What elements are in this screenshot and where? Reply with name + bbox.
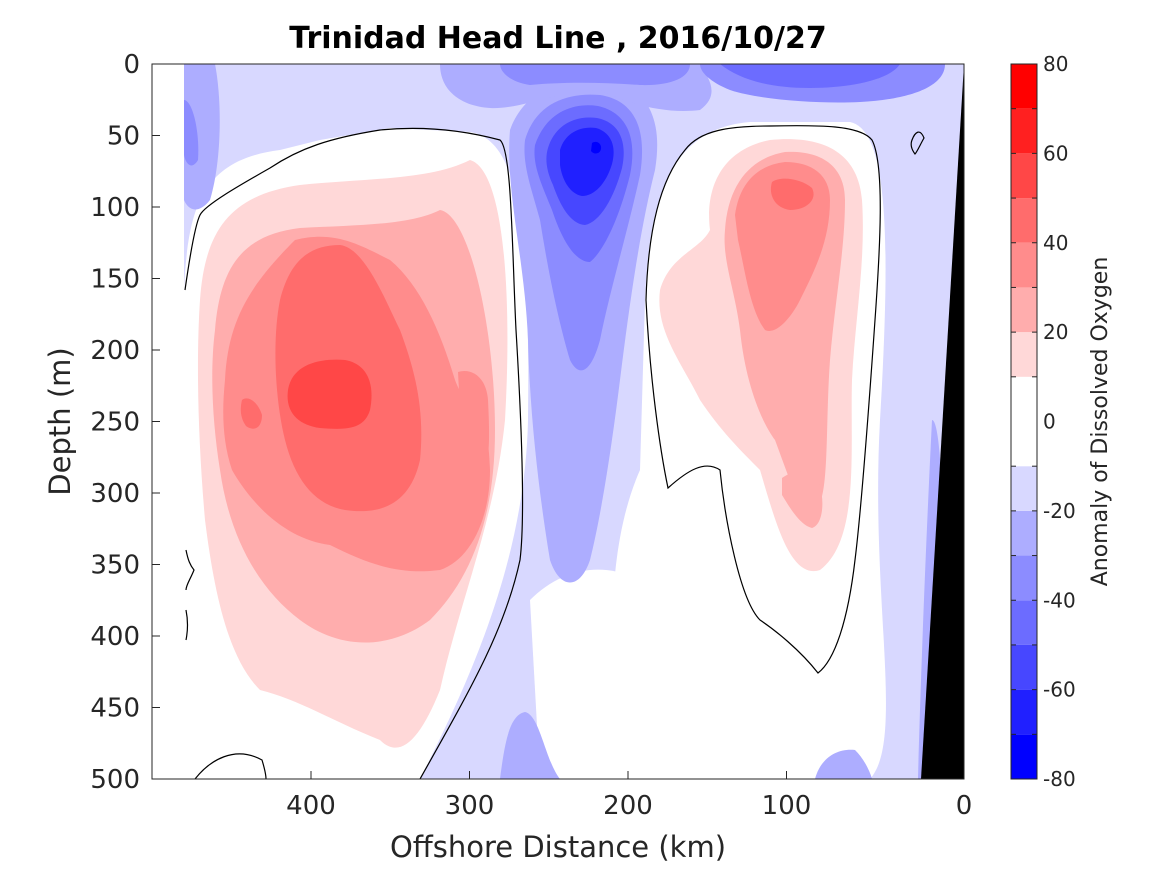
colorbar-tick-label: -20	[1043, 499, 1076, 523]
zero-contour-offshore-line	[184, 127, 524, 779]
x-tick-label: 100	[762, 791, 812, 821]
colorbar-tick-label: -80	[1043, 767, 1076, 791]
y-tick-label: 0	[123, 50, 140, 80]
contour-neg-30-surface	[500, 64, 690, 86]
zero-contour-edge-line-2	[185, 609, 189, 641]
colorbar-tick-label: 40	[1043, 231, 1068, 255]
contour-fill-layers	[184, 64, 945, 779]
zero-contour-nearshore-line	[645, 125, 881, 674]
colorbar-swatch	[1011, 376, 1037, 467]
seafloor-mask	[921, 64, 964, 779]
y-tick-label: 150	[90, 265, 140, 295]
contour-neg-20-nearshore-wall	[918, 420, 943, 779]
zero-contour-edge-line	[185, 549, 195, 591]
colorbar-swatch	[1011, 600, 1037, 645]
contour-neg-40-surface-right	[720, 64, 900, 88]
colorbar-tick-label: 60	[1043, 141, 1068, 165]
colorbar-ticks	[1011, 63, 1037, 780]
chart-title: Trinidad Head Line , 2016/10/27	[289, 21, 826, 56]
colorbar-swatch	[1011, 689, 1037, 735]
contour-pos-50-nearshore	[770, 178, 814, 210]
x-tick-label: 400	[286, 791, 336, 821]
x-tick-label: 200	[603, 791, 653, 821]
contour-zero-bottom-center	[530, 569, 640, 779]
zero-contour-lines	[184, 125, 925, 779]
contour-pos-60-offshore	[287, 359, 372, 429]
colorbar-swatch	[1011, 108, 1037, 154]
colorbar-swatch	[1011, 644, 1037, 690]
colorbar-swatch	[1011, 153, 1037, 199]
zero-contour-bottom-left-line	[194, 753, 267, 779]
y-tick-label: 250	[90, 408, 140, 438]
x-axis: 400 300 200 100 0 Offshore Distance (km)	[286, 771, 972, 864]
contour-neg-20-bottom-right	[815, 749, 872, 779]
y-tick-label: 200	[90, 336, 140, 366]
colorbar-swatch	[1011, 64, 1037, 109]
colorbar-tick-label: 0	[1043, 410, 1056, 434]
contour-neg-70-center	[591, 141, 602, 154]
y-axis: 0 50 100 150 200 250 300 350 400 450 500…	[43, 50, 160, 795]
contour-pos-40-spot	[458, 370, 490, 470]
x-tick-label: 300	[445, 791, 495, 821]
colorbar-swatch	[1011, 555, 1037, 601]
y-tick-label: 350	[90, 551, 140, 581]
y-tick-label: 450	[90, 694, 140, 724]
colorbar-label: Anomaly of Dissolved Oxygen	[1088, 257, 1113, 587]
colorbar-swatches	[1011, 64, 1037, 779]
plot-area	[152, 64, 964, 779]
contour-pos-50-spot	[240, 398, 262, 429]
colorbar-tick-label: -40	[1043, 588, 1076, 612]
y-tick-label: 100	[90, 193, 140, 223]
x-tick-label: 0	[956, 791, 973, 821]
colorbar-swatch	[1011, 510, 1037, 556]
contour-neg-30-offshore-edge	[184, 100, 199, 166]
colorbar: 80 60 40 20 0 -20 -40 -60 -80 Anomaly of…	[1010, 52, 1113, 791]
colorbar-swatch	[1011, 466, 1037, 511]
colorbar-swatch	[1011, 198, 1037, 243]
colorbar-tick-label: 80	[1043, 52, 1068, 76]
colorbar-swatch	[1011, 242, 1037, 288]
y-tick-label: 300	[90, 479, 140, 509]
colorbar-frame	[1010, 63, 1038, 780]
y-tick-label: 400	[90, 622, 140, 652]
colorbar-tick-label: 20	[1043, 320, 1068, 344]
contour-neg-20-offshore-edge	[184, 64, 220, 210]
colorbar-swatch	[1011, 287, 1037, 333]
y-tick-label: 50	[107, 122, 140, 152]
y-tick-label: 500	[90, 765, 140, 795]
y-axis-label: Depth (m)	[43, 347, 77, 495]
colorbar-tick-label: -60	[1043, 678, 1076, 702]
zero-contour-nearshore-loop	[910, 131, 925, 155]
x-axis-label: Offshore Distance (km)	[390, 830, 726, 864]
contour-pos-30-nearshore-lower	[782, 471, 823, 528]
contour-neg-20-bottom	[500, 712, 560, 779]
colorbar-swatch	[1011, 332, 1037, 377]
colorbar-swatch	[1011, 734, 1037, 779]
